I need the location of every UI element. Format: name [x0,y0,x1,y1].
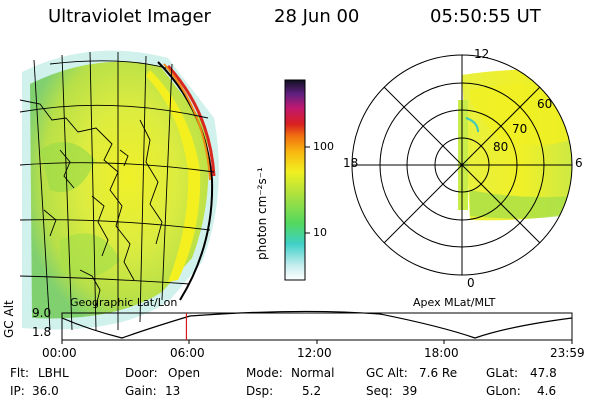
seq-label: Seq: [366,384,393,398]
colorbar-tick-100: 100 [313,140,334,153]
mlt-label-12: 12 [474,47,490,61]
timeline-ylabel: GC Alt [2,300,16,338]
timeline-ymin: 1.8 [32,325,52,339]
glat-value: 47.8 [530,366,557,380]
timeline-tick-0600: 06:00 [170,346,205,360]
date-label: 28 Jun 00 [274,6,360,27]
mlt-label-6: 6 [575,156,583,170]
filter-value: LBHL [38,366,69,380]
geo-image [19,50,219,331]
ip-label: IP: [10,384,25,398]
polar-plot [351,54,573,276]
timeline-tick-2359: 23:59 [550,346,585,360]
glat-label: GLat: [486,366,519,380]
gcalt-value: 7.6 Re [419,366,458,380]
timeline-tick-0000: 00:00 [42,346,77,360]
mlat-label-60: 60 [537,97,553,111]
geo-panel-label: Geographic Lat/Lon [70,296,178,309]
ip-value: 36.0 [32,384,59,398]
timeline-tick-1200: 12:00 [297,346,332,360]
timeline-tick-1800: 18:00 [424,346,459,360]
filter-label: Flt: [10,366,29,380]
seq-value: 39 [402,384,418,398]
timeline-ymax: 9.0 [32,306,52,320]
door-value: Open [168,366,201,380]
glon-label: GLon: [486,384,521,398]
instrument-title: Ultraviolet Imager [48,6,211,27]
colorbar-label: photon cm⁻²s⁻¹ [255,167,269,260]
dsp-label: Dsp: [246,384,274,398]
door-label: Door: [125,366,158,380]
altitude-timeline [61,310,573,344]
mlt-label-18: 18 [343,156,359,170]
mode-value: Normal [291,366,335,380]
glon-value: 4.6 [537,384,557,398]
mlt-label-0: 0 [467,276,475,290]
time-label: 05:50:55 UT [430,6,541,27]
mlat-label-70: 70 [512,122,528,136]
gain-value: 13 [165,384,181,398]
colorbar-tick-10: 10 [313,226,327,239]
gcalt-label: GC Alt: [366,366,408,380]
polar-panel-label: Apex MLat/MLT [413,296,496,309]
mode-label: Mode: [246,366,283,380]
colorbar [284,79,310,281]
gain-label: Gain: [125,384,157,398]
mlat-label-80: 80 [493,140,509,154]
dsp-value: 5.2 [302,384,322,398]
